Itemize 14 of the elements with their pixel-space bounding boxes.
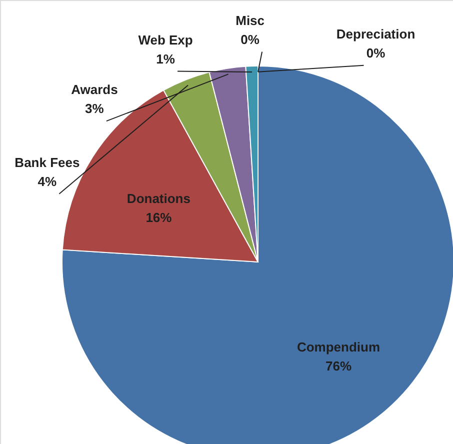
data-label: 3% xyxy=(85,101,104,116)
data-label: 16% xyxy=(146,210,172,225)
text: 0% xyxy=(366,45,386,60)
slice-label: Compendium xyxy=(296,340,380,355)
text: 0% xyxy=(240,32,260,47)
data-label: 1% xyxy=(156,51,176,66)
data-label: 4% xyxy=(38,174,58,189)
slice-label: Bank Fees xyxy=(14,154,80,170)
category-label: Misc xyxy=(236,12,265,28)
slice-label: Awards xyxy=(71,82,118,98)
data-label: 76% xyxy=(325,358,352,374)
slice-label: Web Exp xyxy=(138,32,193,48)
category-label: Depreciation xyxy=(336,26,416,42)
slice-label: Donations xyxy=(126,190,190,206)
